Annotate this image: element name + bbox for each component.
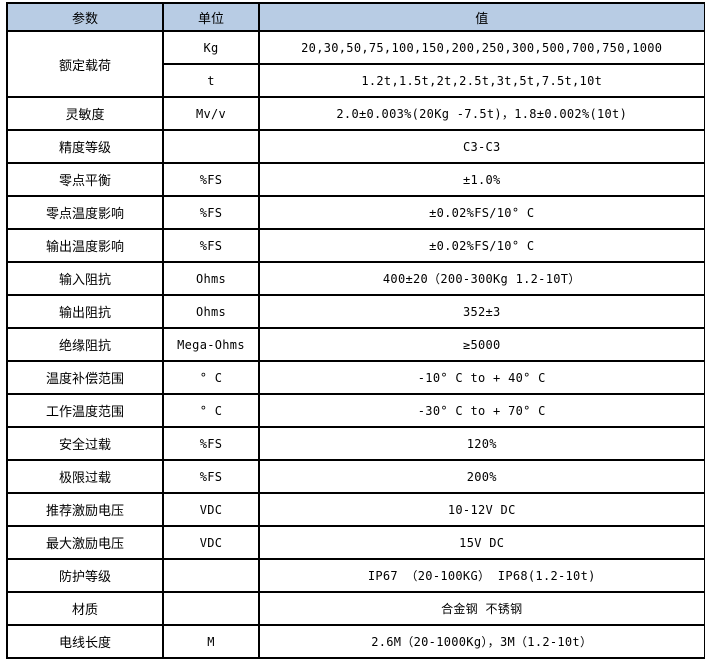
param-cell: 电线长度 (6, 624, 164, 659)
value-cell: ±0.02%FS/10° C (258, 195, 705, 230)
unit-cell: t (162, 63, 260, 98)
param-cell: 绝缘阻抗 (6, 327, 164, 362)
param-cell: 精度等级 (6, 129, 164, 164)
value-cell: 合金钢 不锈钢 (258, 591, 705, 626)
header-row: 参数 单位值 (6, 2, 705, 32)
table-row: 灵敏度 Mv/v 2.0±0.003%(20Kg -7.5t)，1.8±0.002%… (6, 96, 705, 131)
spec-table-body: 额定载荷 Kg 20,30,50,75,100,150,200,250,300,50… (6, 30, 705, 659)
unit-cell: ° C (162, 360, 260, 395)
param-cell: 材质 (6, 591, 164, 626)
unit-cell: %FS (162, 459, 260, 494)
value-cell: 352±3 (258, 294, 705, 329)
table-row: 输出阻抗 Ohms 352±3 (6, 294, 705, 329)
param-cell: 安全过载 (6, 426, 164, 461)
table-row: 零点温度影响 %FS ±0.02%FS/10° C (6, 195, 705, 230)
value-cell: 2.6M（20-1000Kg），3M（1.2-10t） (258, 624, 705, 659)
value-cell: 20,30,50,75,100,150,200,250,300,500,700,… (258, 30, 705, 65)
unit-cell: Mv/v (162, 96, 260, 131)
unit-cell: VDC (162, 525, 260, 560)
param-cell: 灵敏度 (6, 96, 164, 131)
value-cell: 120% (258, 426, 705, 461)
param-cell: 输出温度影响 (6, 228, 164, 263)
unit-cell (162, 591, 260, 626)
param-cell: 零点温度影响 (6, 195, 164, 230)
table-row: 输入阻抗 Ohms 400±20（200-300Kg 1.2-10T） (6, 261, 705, 296)
value-cell: ±0.02%FS/10° C (258, 228, 705, 263)
unit-cell: M (162, 624, 260, 659)
unit-cell: %FS (162, 426, 260, 461)
value-cell: 10-12V DC (258, 492, 705, 527)
table-row: 温度补偿范围 ° C -10° C to + 40° C (6, 360, 705, 395)
param-cell: 温度补偿范围 (6, 360, 164, 395)
table-row: 绝缘阻抗 Mega-Ohms ≥5000 (6, 327, 705, 362)
table-row: 额定载荷 Kg 20,30,50,75,100,150,200,250,300,50… (6, 30, 705, 98)
table-row: 电线长度 M 2.6M（20-1000Kg），3M（1.2-10t） (6, 624, 705, 659)
param-cell: 最大激励电压 (6, 525, 164, 560)
column-header-1: 单位 (162, 2, 260, 32)
value-cell: 1.2t,1.5t,2t,2.5t,3t,5t,7.5t,10t (258, 63, 705, 98)
param-cell: 工作温度范围 (6, 393, 164, 428)
value-cell: ≥5000 (258, 327, 705, 362)
value-cell: 200% (258, 459, 705, 494)
unit-cell (162, 129, 260, 164)
value-cell: 2.0±0.003%(20Kg -7.5t)，1.8±0.002%(10t) (258, 96, 705, 131)
table-row: 防护等级 IP67 （20-100KG） IP68(1.2-10t) (6, 558, 705, 593)
param-cell: 极限过载 (6, 459, 164, 494)
value-cell: IP67 （20-100KG） IP68(1.2-10t) (258, 558, 705, 593)
value-cell: C3-C3 (258, 129, 705, 164)
param-cell: 输入阻抗 (6, 261, 164, 296)
value-cell: 400±20（200-300Kg 1.2-10T） (258, 261, 705, 296)
unit-cell: ° C (162, 393, 260, 428)
table-row: 最大激励电压 VDC 15V DC (6, 525, 705, 560)
value-cell: -30° C to + 70° C (258, 393, 705, 428)
param-cell: 额定载荷 (6, 30, 164, 98)
unit-cell: %FS (162, 195, 260, 230)
unit-cell (162, 558, 260, 593)
param-cell: 推荐激励电压 (6, 492, 164, 527)
table-row: 推荐激励电压 VDC 10-12V DC (6, 492, 705, 527)
table-row: 输出温度影响 %FS ±0.02%FS/10° C (6, 228, 705, 263)
spec-table-header: 参数 单位值 (6, 2, 705, 32)
table-row: 极限过载 %FS 200% (6, 459, 705, 494)
unit-cell: VDC (162, 492, 260, 527)
table-row: t 1.2t,1.5t,2t,2.5t,3t,5t,7.5t,10t (7, 63, 705, 98)
unit-cell: Mega-Ohms (162, 327, 260, 362)
column-header-0: 参数 (6, 2, 164, 32)
spec-table: 参数 单位值 额定载荷 Kg 20,30,50,75,100,150,200,250,… (6, 2, 705, 659)
param-cell: 零点平衡 (6, 162, 164, 197)
value-cell: ±1.0% (258, 162, 705, 197)
table-row: 材质 合金钢 不锈钢 (6, 591, 705, 626)
param-cell: 输出阻抗 (6, 294, 164, 329)
unit-cell: %FS (162, 162, 260, 197)
unit-cell: Ohms (162, 261, 260, 296)
param-cell: 防护等级 (6, 558, 164, 593)
unit-cell: Ohms (162, 294, 260, 329)
unit-cell: Kg (162, 30, 260, 65)
column-header-2: 值 (258, 2, 705, 32)
table-row: 安全过载 %FS 120% (6, 426, 705, 461)
value-cell: 15V DC (258, 525, 705, 560)
value-cell: -10° C to + 40° C (258, 360, 705, 395)
table-row: 零点平衡 %FS ±1.0% (6, 162, 705, 197)
unit-cell: %FS (162, 228, 260, 263)
table-row: 工作温度范围 ° C -30° C to + 70° C (6, 393, 705, 428)
table-row: 精度等级 C3-C3 (6, 129, 705, 164)
